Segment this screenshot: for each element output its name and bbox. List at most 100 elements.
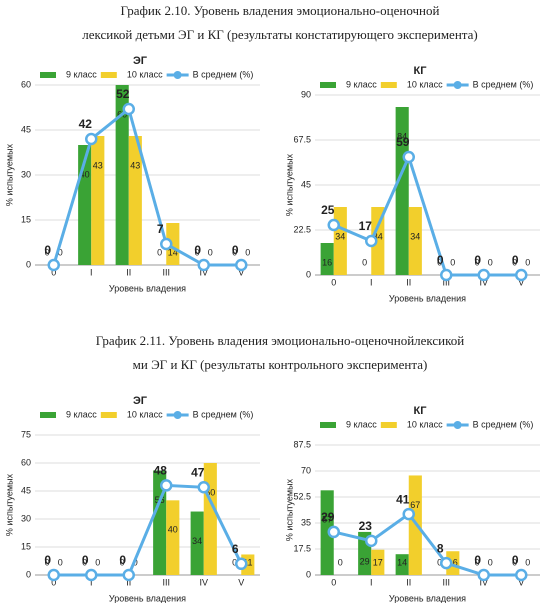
chart-title: КГ (414, 65, 428, 77)
figure-caption: лексикой детьми ЭГ и КГ (результаты конс… (82, 27, 477, 42)
bar-value-label: 84 (397, 131, 407, 141)
x-tick-label: III (162, 267, 170, 277)
x-tick-label: IV (479, 277, 488, 287)
average-point (47, 568, 60, 582)
average-label: 0 (44, 553, 51, 567)
bar (203, 463, 217, 575)
x-tick-label: V (238, 267, 244, 277)
bar (395, 554, 409, 575)
bar-value-label: 43 (130, 160, 140, 170)
bar-value-label: 0 (120, 557, 125, 567)
x-tick-label: II (126, 577, 131, 587)
average-label: 0 (232, 243, 239, 257)
y-axis-label: % испытуемых (4, 473, 14, 536)
average-label: 0 (194, 243, 201, 257)
x-tick-label: I (90, 577, 93, 587)
legend-label: 10 класс (127, 409, 163, 419)
bar-value-label: 0 (45, 247, 50, 257)
y-tick-label: 90 (301, 89, 311, 99)
bar-value-label: 16 (448, 557, 458, 567)
bar (166, 500, 180, 575)
y-tick-label: 0 (26, 569, 31, 579)
y-tick-label: 30 (21, 513, 31, 523)
bar-value-label: 40 (80, 169, 90, 179)
average-point (402, 150, 415, 164)
chart-title: ЭГ (133, 55, 148, 67)
chart-title: КГ (414, 405, 428, 417)
bar-value-label: 0 (525, 557, 530, 567)
y-tick-label: 45 (301, 179, 311, 189)
legend-label: В среднем (%) (473, 419, 534, 429)
average-label: 29 (321, 510, 335, 524)
legend-swatch (40, 72, 56, 78)
average-label: 0 (437, 253, 444, 267)
average-label: 0 (512, 253, 519, 267)
legend-label: 9 класс (66, 69, 97, 79)
average-label: 0 (82, 553, 89, 567)
y-axis-label: % испытуемых (284, 153, 294, 216)
average-label: 17 (359, 219, 373, 233)
bar (128, 136, 142, 265)
bar-value-label: 0 (82, 557, 87, 567)
x-tick-label: I (370, 577, 373, 587)
x-tick-label: V (518, 577, 524, 587)
average-label: 23 (359, 519, 373, 533)
average-label: 52 (116, 87, 130, 101)
x-tick-label: II (406, 277, 411, 287)
bar-value-label: 0 (157, 247, 162, 257)
y-tick-label: 75 (21, 429, 31, 439)
y-axis-label: % испытуемых (4, 143, 14, 206)
average-point (402, 507, 415, 521)
bar-value-label: 0 (512, 557, 517, 567)
bar-value-label: 0 (437, 257, 442, 267)
bar-value-label: 0 (475, 557, 480, 567)
average-label: 0 (512, 553, 519, 567)
legend-swatch (320, 422, 336, 428)
y-tick-label: 0 (306, 269, 311, 279)
bar (408, 475, 422, 575)
bar-value-label: 34 (192, 536, 202, 546)
legend-swatch (453, 81, 462, 89)
average-point (440, 268, 453, 282)
x-tick-label: II (406, 577, 411, 587)
average-label: 25 (321, 203, 335, 217)
bar (320, 243, 334, 275)
average-point (160, 479, 173, 492)
x-tick-label: V (518, 277, 524, 287)
bar-value-label: 60 (205, 487, 215, 497)
average-point (235, 258, 248, 272)
bar-value-label: 0 (362, 257, 367, 267)
x-tick-label: I (370, 277, 373, 287)
average-label: 47 (191, 465, 205, 479)
bar (115, 85, 129, 265)
average-point (515, 268, 528, 282)
bar-value-label: 0 (512, 257, 517, 267)
average-label: 6 (232, 542, 239, 556)
legend-swatch (40, 412, 56, 418)
y-tick-label: 35 (301, 517, 311, 527)
average-point (327, 525, 340, 539)
y-tick-label: 70 (301, 465, 311, 475)
y-tick-label: 15 (21, 541, 31, 551)
bar-value-label: 0 (338, 557, 343, 567)
bar-value-label: 0 (488, 557, 493, 567)
legend-label: 9 класс (346, 419, 377, 429)
bar-value-label: 0 (475, 257, 480, 267)
figure-caption: ми ЭГ и КГ (результаты контрольного эксп… (133, 357, 428, 372)
average-point (365, 534, 378, 548)
x-tick-label: 0 (331, 277, 336, 287)
average-point (477, 268, 490, 282)
legend-label: В среднем (%) (193, 409, 254, 419)
average-label: 0 (474, 253, 481, 267)
average-point (440, 556, 453, 570)
bar (371, 549, 385, 575)
average-point (197, 258, 210, 272)
y-tick-label: 0 (26, 259, 31, 269)
y-tick-label: 30 (21, 169, 31, 179)
x-tick-label: I (90, 267, 93, 277)
y-tick-label: 67.5 (293, 134, 311, 144)
figure-caption: График 2.11. Уровень владения эмоциональ… (96, 333, 465, 348)
x-tick-label: IV (199, 267, 208, 277)
legend-label: 9 класс (346, 79, 377, 89)
